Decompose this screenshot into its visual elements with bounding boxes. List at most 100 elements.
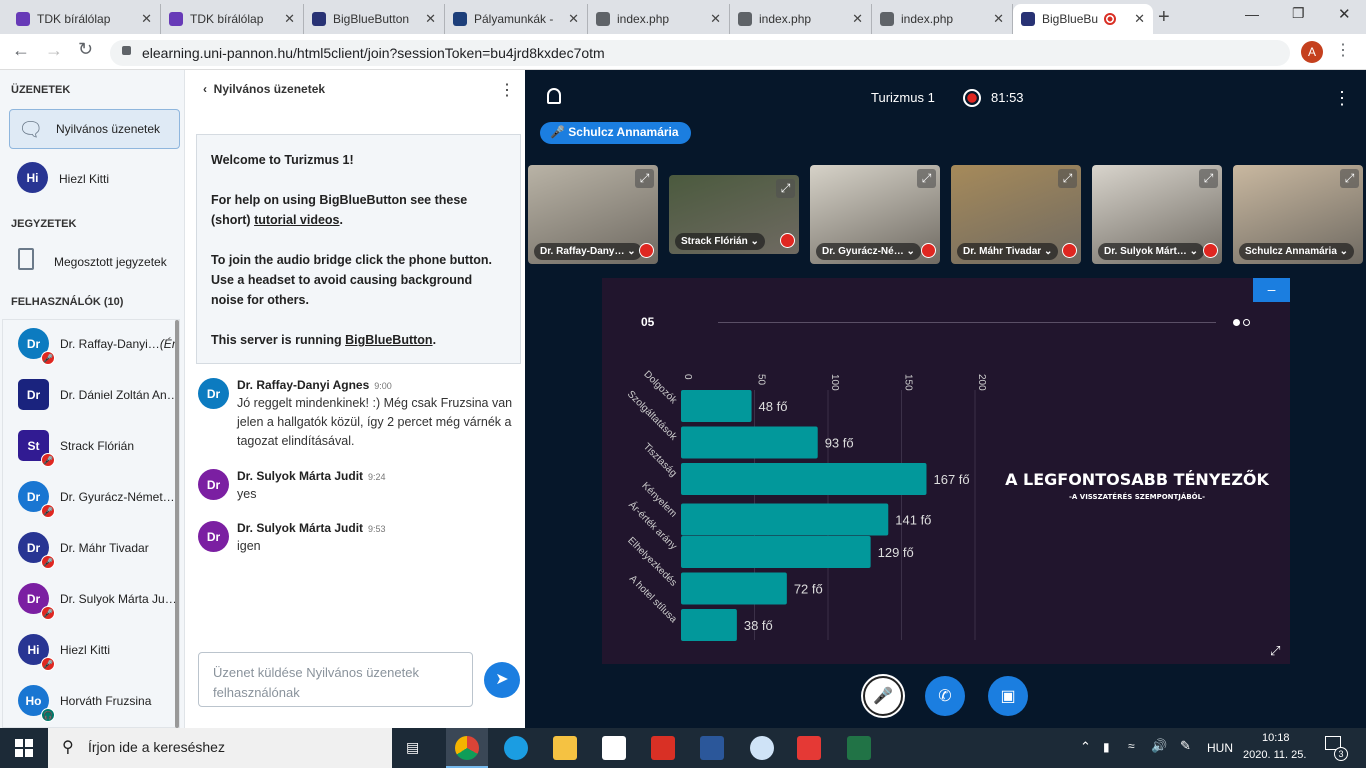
edge-icon[interactable] bbox=[504, 736, 528, 760]
chat-message: Dr Dr. Sulyok Márta Judit 9:24 yes bbox=[198, 467, 523, 504]
reload-icon[interactable]: ↻ bbox=[78, 39, 94, 59]
fullscreen-icon[interactable]: ⤢ bbox=[1270, 643, 1281, 658]
webcam-tile[interactable]: ⤢ Schulcz Annamária ⌄ bbox=[1233, 165, 1363, 264]
expand-icon[interactable]: ⤢ bbox=[635, 169, 654, 188]
webcam-user-label[interactable]: Strack Flórián ⌄ bbox=[675, 233, 765, 250]
close-window-button[interactable]: ✕ bbox=[1338, 6, 1351, 23]
restore-button[interactable]: ❐ bbox=[1292, 5, 1305, 21]
user-name-text: Dr. Máhr Tivadar bbox=[60, 541, 149, 555]
crest-icon bbox=[453, 12, 467, 26]
volume-icon[interactable]: 🔊 bbox=[1151, 738, 1168, 753]
browser-tab[interactable]: BigBlueButton ✕ bbox=[304, 4, 445, 34]
users-scrollbar[interactable] bbox=[175, 320, 179, 728]
user-list-item[interactable]: Dr Dr. Dániel Zoltán An… bbox=[3, 371, 179, 422]
notifications-icon[interactable] bbox=[1325, 736, 1341, 750]
chat-options-icon[interactable]: ⋮ bbox=[499, 82, 515, 99]
close-tab-icon[interactable]: ✕ bbox=[852, 11, 863, 26]
back-icon[interactable]: ← bbox=[12, 40, 30, 60]
close-tab-icon[interactable]: ✕ bbox=[284, 11, 295, 26]
webcam-tile[interactable]: ⤢ Strack Flórián ⌄ bbox=[669, 175, 799, 254]
message-time: 9:53 bbox=[368, 524, 386, 534]
chat-title: Nyilvános üzenetek bbox=[213, 82, 326, 96]
expand-icon[interactable]: ⤢ bbox=[1199, 169, 1218, 188]
minimize-button[interactable]: — bbox=[1245, 6, 1259, 22]
excel-icon[interactable] bbox=[847, 736, 871, 760]
expand-icon[interactable]: ⤢ bbox=[1058, 169, 1077, 188]
user-list-item[interactable]: Dr 🎤 Dr. Gyurácz-Német… bbox=[3, 473, 179, 524]
slide-subtitle: -A VISSZATÉRÉS SZEMPONTJÁBÓL- bbox=[1069, 493, 1205, 501]
browser-tab[interactable]: index.php ✕ bbox=[730, 4, 872, 34]
taskbar-search[interactable]: ⚲ Írjon ide a kereséshez bbox=[48, 728, 392, 768]
language-indicator[interactable]: HUN bbox=[1207, 741, 1233, 755]
user-list-item[interactable]: Hi 🎤 Hiezl Kitti bbox=[3, 626, 179, 677]
meeting-options-icon[interactable]: ⋮ bbox=[1333, 88, 1351, 108]
shared-notes-item[interactable]: Megosztott jegyzetek bbox=[0, 242, 185, 282]
browser-tab[interactable]: BigBlueBu ✕ bbox=[1013, 4, 1153, 34]
send-button[interactable]: ➤ bbox=[484, 662, 520, 698]
task-view-icon[interactable]: ▤ bbox=[406, 739, 420, 755]
recording-timer: 81:53 bbox=[991, 90, 1024, 105]
public-chat-item[interactable]: 🗨 Nyilvános üzenetek bbox=[9, 109, 180, 149]
bbb-link[interactable]: BigBlueButton bbox=[345, 333, 433, 347]
webcam-tile[interactable]: ⤢ Dr. Sulyok Márt… ⌄ bbox=[1092, 165, 1222, 264]
leave-audio-button[interactable]: ✆ bbox=[925, 676, 965, 716]
share-webcam-button[interactable]: ▣ bbox=[988, 676, 1028, 716]
browser-tab[interactable]: Pályamunkák - ✕ bbox=[445, 4, 588, 34]
webcam-tile[interactable]: ⤢ Dr. Máhr Tivadar ⌄ bbox=[951, 165, 1081, 264]
chrome-taskbar-button[interactable] bbox=[446, 728, 488, 768]
minimize-presentation-button[interactable]: – bbox=[1253, 278, 1290, 302]
webcam-user-label[interactable]: Dr. Máhr Tivadar ⌄ bbox=[957, 243, 1059, 260]
browser-menu-icon[interactable]: ⋮ bbox=[1335, 42, 1351, 59]
webcam-tile[interactable]: ⤢ Dr. Gyurácz-Né… ⌄ bbox=[810, 165, 940, 264]
user-icon[interactable] bbox=[547, 88, 561, 104]
new-tab-button[interactable]: + bbox=[1158, 6, 1170, 28]
profile-avatar[interactable]: A bbox=[1301, 41, 1323, 63]
battery-icon[interactable]: ▮ bbox=[1103, 740, 1110, 754]
private-chat-item[interactable]: Hi Hiezl Kitti bbox=[0, 158, 185, 198]
chat-message-input[interactable]: Üzenet küldése Nyilvános üzenetek felhas… bbox=[198, 652, 473, 707]
app-icon[interactable] bbox=[750, 736, 774, 760]
user-list-item[interactable]: Dr🎤 Dr. Raffay-Danyi…(Én) bbox=[3, 320, 179, 371]
close-tab-icon[interactable]: ✕ bbox=[425, 11, 436, 26]
wifi-icon[interactable]: ≈ bbox=[1128, 739, 1135, 753]
expand-icon[interactable]: ⤢ bbox=[1340, 169, 1359, 188]
close-tab-icon[interactable]: ✕ bbox=[993, 11, 1004, 26]
close-tab-icon[interactable]: ✕ bbox=[141, 11, 152, 26]
store-icon[interactable] bbox=[602, 736, 626, 760]
browser-tab[interactable]: index.php ✕ bbox=[588, 4, 730, 34]
browser-tab[interactable]: index.php ✕ bbox=[872, 4, 1013, 34]
expand-icon[interactable]: ⤢ bbox=[776, 179, 795, 198]
webcam-user-label[interactable]: Dr. Raffay-Dany… ⌄ bbox=[534, 243, 642, 260]
user-list-item[interactable]: Dr 🎤 Dr. Sulyok Márta Ju… bbox=[3, 575, 179, 626]
webcam-tile[interactable]: ⤢ Dr. Raffay-Dany… ⌄ bbox=[528, 165, 658, 264]
webcam-user-name: Dr. Gyurácz-Né… bbox=[822, 246, 904, 257]
browser-tab[interactable]: TDK bírálólap ✕ bbox=[161, 4, 304, 34]
webcam-user-label[interactable]: Dr. Sulyok Márt… ⌄ bbox=[1098, 243, 1204, 260]
expand-icon[interactable]: ⤢ bbox=[917, 169, 936, 188]
forward-icon[interactable]: → bbox=[45, 40, 63, 60]
chat-back-button[interactable]: ‹ Nyilvános üzenetek bbox=[203, 82, 326, 96]
close-tab-icon[interactable]: ✕ bbox=[568, 11, 579, 26]
tutorial-link[interactable]: tutorial videos bbox=[254, 213, 340, 227]
url-field[interactable]: elearning.uni-pannon.hu/html5client/join… bbox=[110, 40, 1290, 66]
file-explorer-icon[interactable] bbox=[553, 736, 577, 760]
pdf-icon[interactable] bbox=[797, 736, 821, 760]
tray-expand-icon[interactable]: ⌃ bbox=[1080, 739, 1091, 754]
close-tab-icon[interactable]: ✕ bbox=[1134, 11, 1145, 26]
word-icon[interactable] bbox=[700, 736, 724, 760]
mail-icon[interactable] bbox=[651, 736, 675, 760]
browser-tab[interactable]: TDK bírálólap ✕ bbox=[8, 4, 161, 34]
pen-icon[interactable]: ✎ bbox=[1180, 738, 1191, 753]
clock-date[interactable]: 2020. 11. 25. bbox=[1243, 749, 1307, 761]
webcam-user-label[interactable]: Dr. Gyurácz-Né… ⌄ bbox=[816, 243, 921, 260]
bar-value-label: 141 fő bbox=[895, 513, 931, 528]
user-list-item[interactable]: Ho 🎧 Horváth Fruzsina bbox=[3, 677, 179, 727]
clock-time[interactable]: 10:18 bbox=[1262, 732, 1290, 744]
unmute-button[interactable]: 🎤 bbox=[863, 676, 903, 716]
webcam-user-label[interactable]: Schulcz Annamária ⌄ bbox=[1239, 243, 1355, 260]
user-list-item[interactable]: Dr 🎤 Dr. Máhr Tivadar bbox=[3, 524, 179, 575]
start-button[interactable] bbox=[15, 739, 33, 757]
close-tab-icon[interactable]: ✕ bbox=[710, 11, 721, 26]
user-list-item[interactable]: St 🎤 Strack Flórián bbox=[3, 422, 179, 473]
recording-icon[interactable] bbox=[963, 89, 981, 107]
